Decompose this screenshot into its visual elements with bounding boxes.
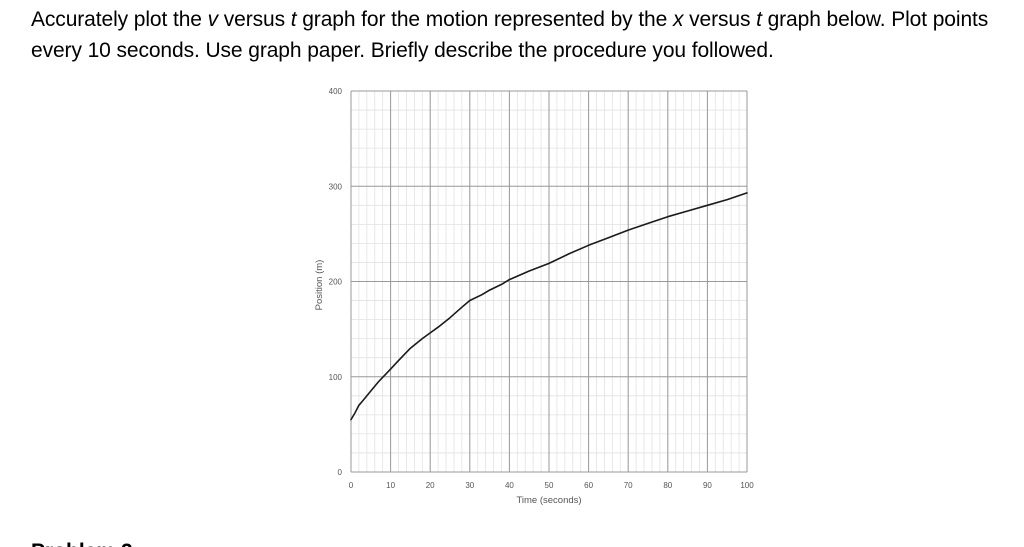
y-tick-label: 200 [329,278,343,287]
x-tick-label: 80 [663,481,672,490]
series-group [350,192,748,421]
x-tick-label: 40 [505,481,514,490]
y-tick-label: 300 [329,182,343,191]
prompt-var-t: t [290,8,297,31]
prompt-var-t-2: t [756,8,762,31]
y-tick-labels: 0 100 200 300 400 [329,87,343,477]
x-tick-label: 0 [349,481,354,490]
prompt-text-1: Accurately plot the [31,8,208,31]
x-tick-label: 30 [465,481,474,490]
x-tick-label: 70 [624,481,633,490]
x-axis-label: Time (seconds) [516,495,581,506]
prompt-var-v: v [207,8,219,31]
x-tick-label: 100 [740,481,754,490]
x-tick-labels: 0 10 20 30 40 50 60 70 80 90 100 [349,481,754,490]
y-tick-label: 0 [338,468,343,477]
position-time-chart: 0 10 20 30 40 50 60 70 80 90 100 0 100 200 300 400 Tim… [314,87,754,506]
problem-prompt: Accurately plot the v versus t graph for… [31,4,991,66]
prompt-text-2: versus [218,8,291,31]
y-tick-label: 400 [329,87,343,96]
prompt-var-x: x [672,8,684,31]
prompt-text-5: graph below. Plot points every 10 second… [31,8,989,62]
x-tick-label: 10 [386,481,395,490]
major-grid [350,90,748,473]
x-tick-label: 90 [703,481,712,490]
prompt-text-4: versus [683,8,757,31]
x-tick-label: 20 [426,481,435,490]
next-problem-heading: Problem 2 [31,536,133,547]
x-tick-label: 60 [584,481,593,490]
y-axis-label: Position (m) [314,260,325,311]
x-tick-label: 50 [545,481,554,490]
prompt-text-3: graph for the motion represented by the [296,8,673,31]
y-tick-label: 100 [329,373,343,382]
position-series-line [350,192,748,421]
